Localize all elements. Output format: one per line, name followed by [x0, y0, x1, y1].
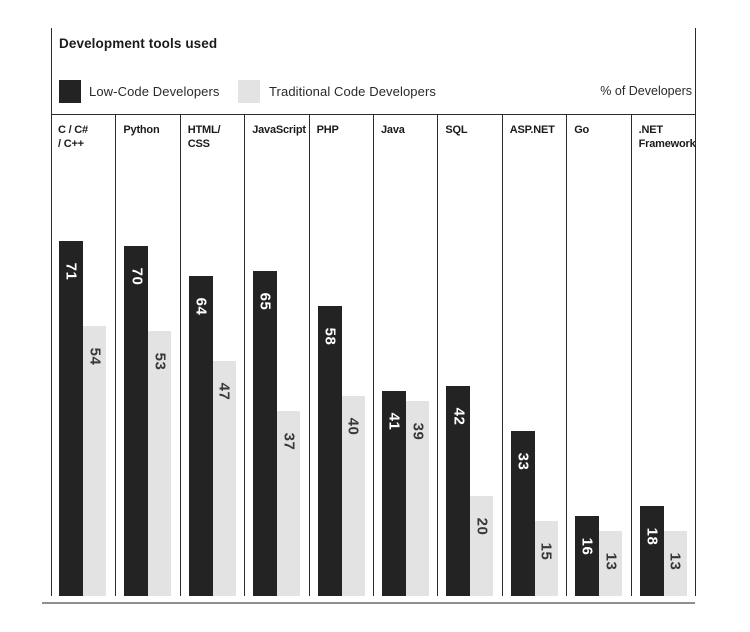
- category-column: Python 70 53: [115, 115, 179, 596]
- category-label: ASP.NET: [509, 124, 555, 136]
- bar-value-label: 64: [192, 297, 210, 315]
- bar-low-code: 58: [317, 306, 342, 596]
- bar-value-label-box: 15: [535, 529, 558, 573]
- bar-low-code: 64: [188, 276, 213, 596]
- bar-low-code: 42: [446, 386, 471, 596]
- bar-value-label-box: 18: [640, 514, 664, 558]
- bar-value-label: 41: [385, 412, 403, 430]
- bar-value-label-box: 70: [124, 254, 148, 298]
- legend-label-traditional: Traditional Code Developers: [269, 84, 436, 99]
- category-label: SQL: [445, 124, 468, 136]
- category-column: Java 41 39: [373, 115, 437, 596]
- bar-value-label: 70: [127, 267, 145, 285]
- bar-value-label-box: 47: [213, 369, 236, 413]
- bar-low-code: 18: [639, 506, 664, 596]
- bar-value-label-box: 40: [342, 404, 365, 448]
- bar-value-label: 20: [473, 517, 491, 535]
- bar-value-label: 15: [537, 542, 555, 560]
- category-column: HTML/ CSS 64 47: [179, 115, 244, 596]
- bar-traditional: 37: [277, 411, 301, 596]
- bar-traditional: 53: [148, 331, 172, 596]
- bar-value-label-box: 37: [277, 419, 300, 463]
- bar-value-label: 18: [643, 527, 661, 545]
- category-column: SQL 42 20: [437, 115, 501, 596]
- bar-value-label-box: 64: [189, 284, 213, 328]
- bar-traditional: 13: [599, 531, 623, 596]
- category-label: .NET Framework: [638, 124, 696, 151]
- bar-value-label-box: 42: [446, 394, 470, 438]
- bar-value-label-box: 65: [253, 279, 277, 323]
- bar-traditional: 20: [470, 496, 494, 596]
- bar-traditional: 15: [534, 521, 558, 596]
- bar-value-label: 33: [514, 452, 532, 470]
- category-label: Java: [381, 124, 405, 136]
- bar-value-label-box: 33: [511, 439, 535, 483]
- category-column: C / C# / C++ 71 54: [51, 115, 115, 596]
- bar-traditional: 39: [406, 401, 429, 596]
- category-column: .NET Framework 18 13: [630, 115, 696, 596]
- category-label: C / C# / C++: [58, 124, 88, 151]
- bar-value-label: 47: [215, 382, 233, 400]
- plot-area: C / C# / C++ 71 54 Python 70 53 HTML/ CSS 64 47 J…: [51, 114, 696, 596]
- chart-title: Development tools used: [59, 36, 218, 51]
- bar-value-label-box: 54: [83, 334, 106, 378]
- category-label: Go: [574, 124, 590, 136]
- bar-value-label-box: 20: [470, 504, 493, 548]
- bar-traditional: 54: [83, 326, 106, 596]
- bar-value-label-box: 16: [575, 524, 599, 568]
- category-column: ASP.NET 33 15: [501, 115, 566, 596]
- category-column: PHP 58 40: [308, 115, 373, 596]
- bar-value-label-box: 71: [59, 249, 83, 293]
- category-label: PHP: [316, 124, 339, 136]
- right-frame-line: [695, 28, 696, 596]
- bar-value-label: 40: [344, 417, 362, 435]
- category-column: Go 16 13: [566, 115, 630, 596]
- category-label: HTML/ CSS: [187, 124, 221, 151]
- bar-value-label: 42: [449, 407, 467, 425]
- bar-value-label: 16: [578, 537, 596, 555]
- bar-value-label: 54: [86, 347, 103, 365]
- legend: Low-Code Developers Traditional Code Dev…: [59, 80, 692, 103]
- bar-value-label: 58: [321, 327, 339, 345]
- axis-unit-label: % of Developers: [600, 84, 692, 98]
- bar-traditional: 40: [341, 396, 365, 596]
- legend-swatch-traditional: [238, 80, 260, 103]
- bar-value-label: 71: [62, 262, 80, 280]
- bar-low-code: 70: [124, 246, 149, 596]
- bar-low-code: 41: [382, 391, 406, 596]
- category-label: JavaScript: [252, 124, 306, 136]
- bar-value-label-box: 13: [664, 539, 687, 583]
- legend-label-low-code: Low-Code Developers: [89, 84, 220, 99]
- bar-value-label: 39: [409, 422, 426, 440]
- bar-value-label-box: 39: [406, 409, 429, 453]
- left-frame-line: [51, 28, 52, 596]
- bar-value-label: 65: [256, 292, 274, 310]
- category-column: JavaScript 65 37: [244, 115, 308, 596]
- bar-traditional: 47: [212, 361, 236, 596]
- bar-value-label-box: 41: [382, 399, 406, 443]
- bar-value-label-box: 58: [318, 314, 342, 358]
- bar-value-label: 13: [666, 552, 684, 570]
- bar-traditional: 13: [663, 531, 687, 596]
- legend-swatch-low-code: [59, 80, 81, 103]
- bar-value-label-box: 53: [148, 339, 171, 383]
- bar-low-code: 16: [575, 516, 600, 596]
- bottom-rule: [42, 602, 695, 604]
- bar-low-code: 33: [510, 431, 535, 596]
- bar-low-code: 71: [59, 241, 83, 596]
- bar-value-label: 37: [280, 432, 298, 450]
- bar-low-code: 65: [253, 271, 278, 596]
- category-label: Python: [123, 124, 160, 136]
- bar-value-label: 13: [602, 552, 620, 570]
- bar-value-label: 53: [151, 352, 169, 370]
- bar-value-label-box: 13: [599, 539, 622, 583]
